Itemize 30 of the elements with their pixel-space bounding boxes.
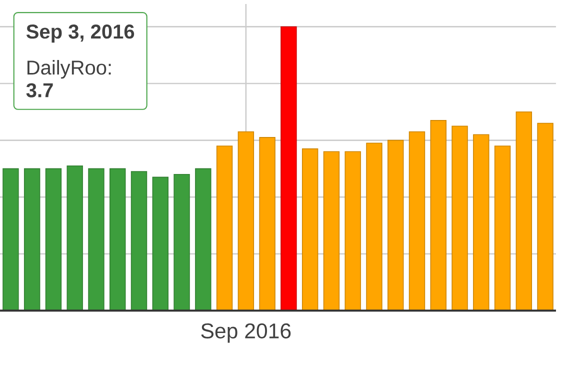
annotation: Sep 3, 2016 — [26, 24, 134, 43]
bar — [130, 171, 148, 312]
bar — [408, 131, 426, 312]
bar — [216, 146, 233, 312]
bar — [430, 120, 446, 312]
bar — [110, 168, 126, 312]
annotation: 3.7 — [26, 83, 53, 98]
bar — [452, 126, 468, 312]
bar — [24, 168, 40, 312]
annotation: DailyRoo: — [28, 60, 111, 79]
bar — [88, 168, 104, 312]
bar — [238, 131, 254, 312]
bar — [323, 151, 340, 312]
bar — [537, 122, 554, 312]
bar — [2, 168, 19, 312]
bar — [66, 165, 83, 312]
bar — [152, 176, 168, 312]
bar — [280, 26, 297, 312]
bar — [366, 142, 382, 312]
bar — [45, 168, 62, 312]
bar — [344, 151, 361, 312]
bar — [494, 146, 511, 312]
bar — [174, 174, 190, 312]
bar — [259, 137, 276, 312]
bar — [473, 134, 490, 312]
bar — [516, 111, 532, 312]
bar — [302, 148, 318, 312]
bar — [195, 168, 212, 312]
bar — [388, 140, 404, 312]
x-tick-label: Sep 2016 — [201, 323, 291, 343]
